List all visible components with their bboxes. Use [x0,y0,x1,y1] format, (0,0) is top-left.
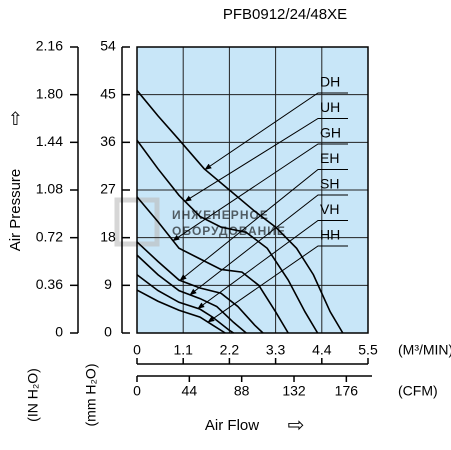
curve [136,139,319,334]
curve [136,289,226,334]
legend-label: VH [320,201,339,217]
leader-line [184,118,348,202]
curve [136,241,264,334]
x-tick-label: 2.2 [220,342,240,358]
watermark: ОБОРУДОВАНИЕ [172,224,286,238]
chart-title: PFB0912/24/48XE [223,6,347,23]
leader-line [179,169,348,281]
y-tick-label: 54 [100,38,116,54]
y2-tick-label: 0.36 [36,276,63,292]
y-tick-label: 45 [100,85,116,101]
leader-line [172,143,348,242]
leader-line [207,245,348,323]
legend-label: GH [320,125,341,141]
y-tick-label: 27 [100,181,116,197]
x-tick-label: 5.5 [358,342,378,358]
y-tick-label: 18 [100,228,116,244]
y-tick-label: 36 [100,133,116,149]
x-tick-label: 3.3 [266,342,286,358]
x2-tick-label: 0 [133,383,141,399]
y2-tick-label: 1.08 [36,181,63,197]
legend-label: SH [320,176,339,192]
y2-tick-label: 1.80 [36,85,63,101]
x-tick-label: 0 [133,342,141,358]
y-tick-label: 0 [104,324,112,340]
y2-tick-label: 0.72 [36,228,63,244]
x2-unit: (CFM) [398,383,438,399]
curve [136,274,235,334]
leader-line [204,92,348,170]
x-arrow: ⇨ [288,414,305,436]
x2-tick-label: 44 [182,383,198,399]
y2-tick-label: 0 [55,324,63,340]
x-tick-label: 4.4 [312,342,332,358]
y-arrow: ⇨ [5,110,25,125]
y-unit: (mm H₂O) [83,364,99,427]
y2-tick-label: 1.44 [36,133,63,149]
x2-tick-label: 176 [335,383,359,399]
plot-frame [136,46,369,334]
legend-label: EH [320,150,339,166]
legend-label: DH [320,74,340,90]
leader-line [197,220,348,309]
x-unit: (M³/MIN) [398,342,451,358]
y2-unit: (IN H₂O) [25,368,41,422]
curve [136,89,344,334]
legend-label: UH [320,99,340,115]
x2-tick-label: 132 [282,383,306,399]
y2-tick-label: 2.16 [36,38,63,54]
legend-label: HH [320,227,340,243]
curve [136,254,247,334]
x-tick-label: 1.1 [173,342,193,358]
y-tick-label: 9 [104,276,112,292]
leader-line [189,194,348,296]
curve [136,196,289,334]
x2-tick-label: 88 [234,383,250,399]
y-axis-title: Air Pressure [7,169,24,252]
x-axis-title: Air Flow [205,417,259,434]
